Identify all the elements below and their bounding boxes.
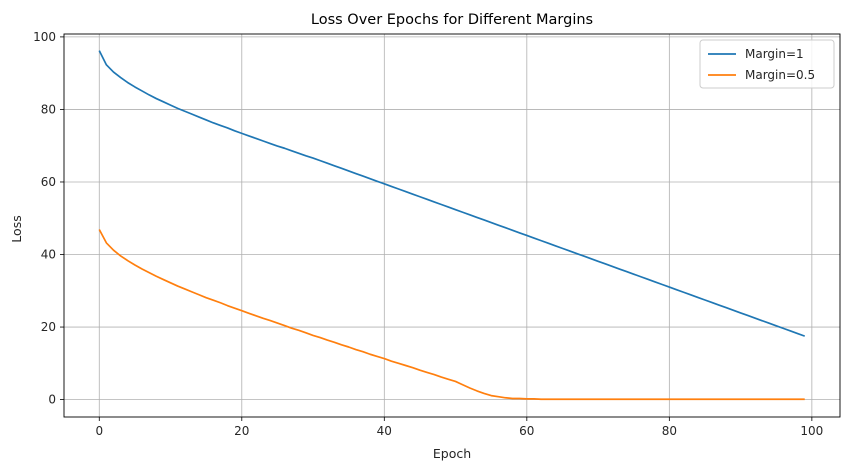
legend-label-2: Margin=0.5	[745, 68, 815, 82]
x-tick-label: 80	[662, 424, 677, 438]
y-axis: 0 20 40 60 80 100	[33, 30, 64, 407]
y-axis-label: Loss	[9, 215, 24, 242]
series-line-2	[98, 229, 805, 401]
y-tick-label: 20	[41, 320, 56, 334]
y-tick-label: 100	[33, 30, 56, 44]
y-tick-label: 60	[41, 175, 56, 189]
x-tick-label: 20	[234, 424, 249, 438]
y-tick-label: 0	[48, 393, 56, 407]
x-axis-label: Epoch	[433, 446, 471, 461]
y-tick-label: 80	[41, 102, 56, 116]
legend-label-1: Margin=1	[745, 47, 804, 61]
y-tick-label: 40	[41, 248, 56, 262]
legend-box	[699, 39, 835, 89]
chart-title: Loss Over Epochs for Different Margins	[311, 12, 593, 28]
legend: Margin=1 Margin=0.5	[699, 39, 835, 89]
x-tick-label: 0	[95, 424, 103, 438]
x-tick-label: 60	[519, 424, 534, 438]
series-line-1	[98, 50, 806, 337]
series-group	[98, 50, 806, 401]
x-tick-label: 40	[377, 424, 392, 438]
x-axis: 0 20 40 60 80 100	[95, 417, 823, 438]
plot-frame	[63, 33, 841, 418]
x-tick-label: 100	[800, 424, 823, 438]
